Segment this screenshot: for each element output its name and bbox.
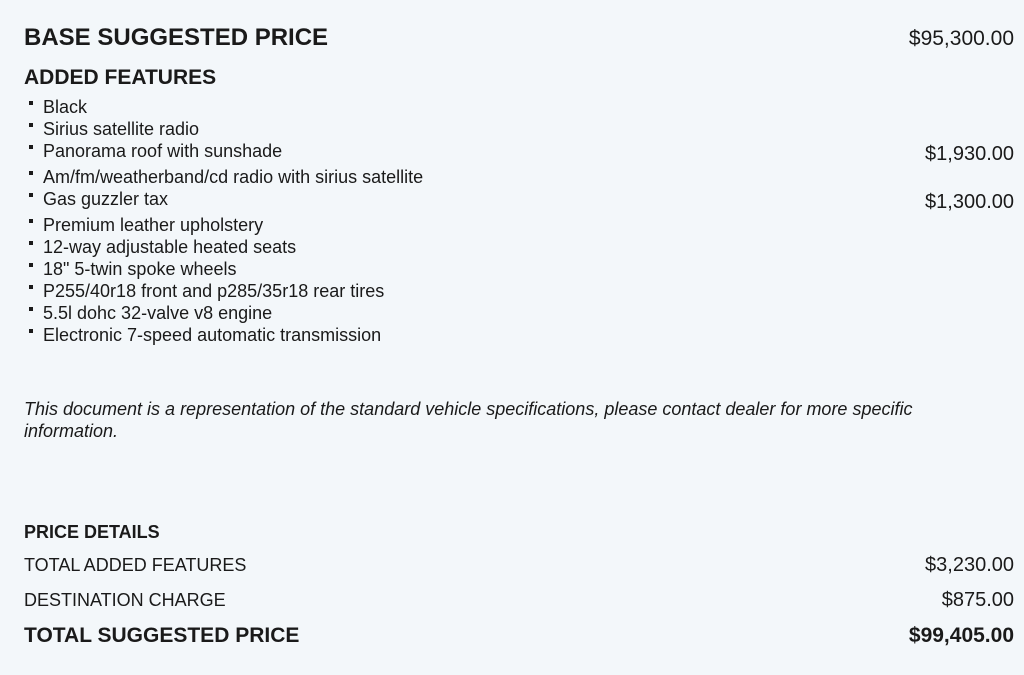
feature-item: Premium leather upholstery — [24, 214, 1014, 236]
feature-price: $1,930.00 — [925, 143, 1014, 165]
base-price-row: BASE SUGGESTED PRICE $95,300.00 — [24, 24, 1014, 52]
feature-label: Am/fm/weatherband/cd radio with sirius s… — [24, 166, 423, 188]
feature-label: Premium leather upholstery — [24, 214, 263, 236]
feature-label: 5.5l dohc 32-valve v8 engine — [24, 302, 272, 324]
total-added-row: TOTAL ADDED FEATURES $3,230.00 — [24, 554, 1014, 577]
added-features-heading: ADDED FEATURES — [24, 66, 217, 89]
feature-item: 18" 5-twin spoke wheels — [24, 258, 1014, 280]
feature-item: Electronic 7-speed automatic transmissio… — [24, 324, 1014, 346]
feature-price: $1,300.00 — [925, 191, 1014, 213]
base-price-label: BASE SUGGESTED PRICE — [24, 24, 329, 51]
features-list: Black Sirius satellite radio Panorama roof… — [24, 96, 1014, 346]
feature-label: Panorama roof with sunshade — [24, 140, 282, 166]
feature-item: Panorama roof with sunshade $1,930.00 — [24, 140, 1014, 166]
destination-value: $875.00 — [941, 589, 1014, 611]
feature-label: 18" 5-twin spoke wheels — [24, 258, 237, 280]
feature-item: 5.5l dohc 32-valve v8 engine — [24, 302, 1014, 324]
feature-item: Gas guzzler tax $1,300.00 — [24, 188, 1014, 214]
feature-label: Electronic 7-speed automatic transmissio… — [24, 324, 381, 346]
total-price-label: TOTAL SUGGESTED PRICE — [24, 624, 300, 647]
feature-item: Sirius satellite radio — [24, 118, 1014, 140]
feature-label: Black — [24, 96, 87, 118]
feature-item: Black — [24, 96, 1014, 118]
destination-row: DESTINATION CHARGE $875.00 — [24, 589, 1014, 612]
feature-item: P255/40r18 front and p285/35r18 rear tir… — [24, 280, 1014, 302]
total-price-value: $99,405.00 — [908, 624, 1014, 647]
base-price-value: $95,300.00 — [908, 27, 1014, 50]
price-details-heading: PRICE DETAILS — [24, 522, 160, 542]
total-added-label: TOTAL ADDED FEATURES — [24, 555, 247, 575]
price-details-heading-row: PRICE DETAILS — [24, 522, 1014, 543]
disclaimer: This document is a representation of the… — [24, 399, 913, 441]
feature-label: Gas guzzler tax — [24, 188, 168, 214]
feature-label: P255/40r18 front and p285/35r18 rear tir… — [24, 280, 384, 302]
added-features-heading-row: ADDED FEATURES — [24, 66, 1014, 90]
total-price-row: TOTAL SUGGESTED PRICE $99,405.00 — [24, 624, 1014, 648]
total-added-value: $3,230.00 — [925, 554, 1014, 576]
feature-label: Sirius satellite radio — [24, 118, 199, 140]
feature-item: Am/fm/weatherband/cd radio with sirius s… — [24, 166, 1014, 188]
feature-label: 12-way adjustable heated seats — [24, 236, 296, 258]
feature-item: 12-way adjustable heated seats — [24, 236, 1014, 258]
destination-label: DESTINATION CHARGE — [24, 590, 226, 610]
